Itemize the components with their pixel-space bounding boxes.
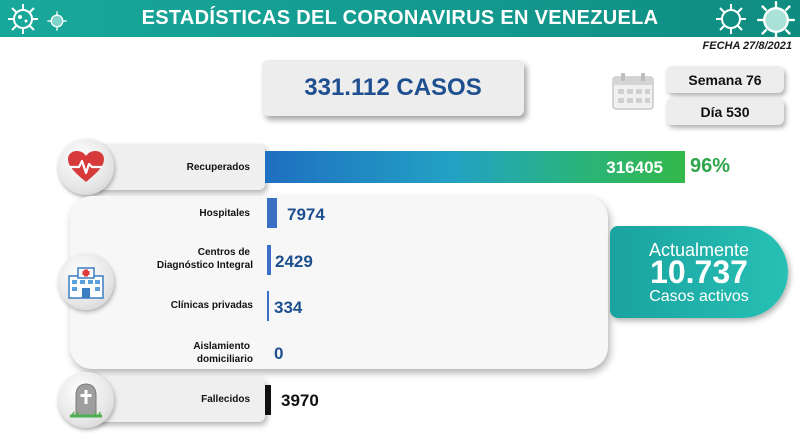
aislamiento-value: 0 [274, 344, 284, 363]
recuperados-label: Recuperados [186, 162, 250, 173]
clinicas-value: 334 [274, 298, 303, 317]
active-cases-badge: Actualmente 10.737 Casos activos [610, 226, 788, 318]
page-title: ESTADÍSTICAS DEL CORONAVIRUS EN VENEZUEL… [141, 7, 659, 29]
hospital-icon-circle [58, 254, 114, 310]
cdi-label-line1: Centros de [197, 247, 250, 258]
hospitales-label: Hospitales [199, 208, 250, 219]
hospitales-bar [267, 198, 277, 228]
calendar-icon [612, 73, 654, 110]
fallecidos-label: Fallecidos [201, 394, 250, 405]
recuperados-value: 316405 [606, 158, 663, 177]
active-cases-value: 10.737 [650, 254, 748, 290]
tombstone-icon [70, 383, 102, 418]
total-cases-box: 331.112 CASOS [262, 60, 524, 116]
virus-icon [8, 4, 38, 34]
cdi-bar [267, 245, 271, 275]
hospital-icon [68, 267, 104, 299]
fallecidos-icon-circle [58, 372, 114, 428]
fallecidos-bar [265, 385, 271, 415]
header-banner: ESTADÍSTICAS DEL CORONAVIRUS EN VENEZUEL… [0, 0, 800, 39]
virus-icon [757, 1, 795, 39]
fallecidos-value: 3970 [281, 391, 319, 410]
clinicas-label: Clínicas privadas [170, 300, 253, 311]
total-cases: 331.112 CASOS [304, 74, 482, 101]
recuperados-percent: 96% [690, 155, 731, 177]
cdi-label-line2: Diagnóstico Integral [156, 260, 253, 271]
virus-icon [716, 4, 746, 34]
active-cases-label: Actualmente [648, 240, 750, 260]
cdi-value: 2429 [275, 252, 313, 271]
hospitalization-panel [70, 196, 608, 369]
report-date: FECHA 27/8/2021 [702, 40, 792, 52]
clinicas-bar [267, 291, 269, 321]
virus-icon [47, 11, 67, 31]
recuperados-icon-circle [58, 139, 114, 195]
active-cases-sub: Casos activos [649, 288, 749, 305]
heart-pulse-icon [68, 151, 104, 182]
week-badge: Semana 76 [666, 66, 784, 93]
day-badge: Día 530 [666, 98, 784, 125]
aislamiento-label-line1: Aislamiento [193, 341, 250, 352]
hospitales-value: 7974 [287, 205, 325, 224]
aislamiento-label-line2: domiciliario [196, 354, 253, 365]
recuperados-bar: 316405 [265, 151, 685, 183]
